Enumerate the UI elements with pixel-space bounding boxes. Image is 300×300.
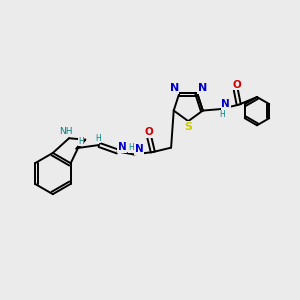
Text: S: S [184,122,192,132]
Text: O: O [145,127,154,137]
Text: O: O [233,80,242,90]
Text: NH: NH [59,127,73,136]
Text: H: H [128,143,134,152]
Text: H: H [219,110,225,119]
Text: N: N [198,83,207,93]
Text: H: H [78,137,84,146]
Text: H: H [95,134,100,143]
Text: N: N [135,144,143,154]
Text: N: N [169,83,179,93]
Text: N: N [221,99,230,109]
Text: N: N [118,142,126,152]
